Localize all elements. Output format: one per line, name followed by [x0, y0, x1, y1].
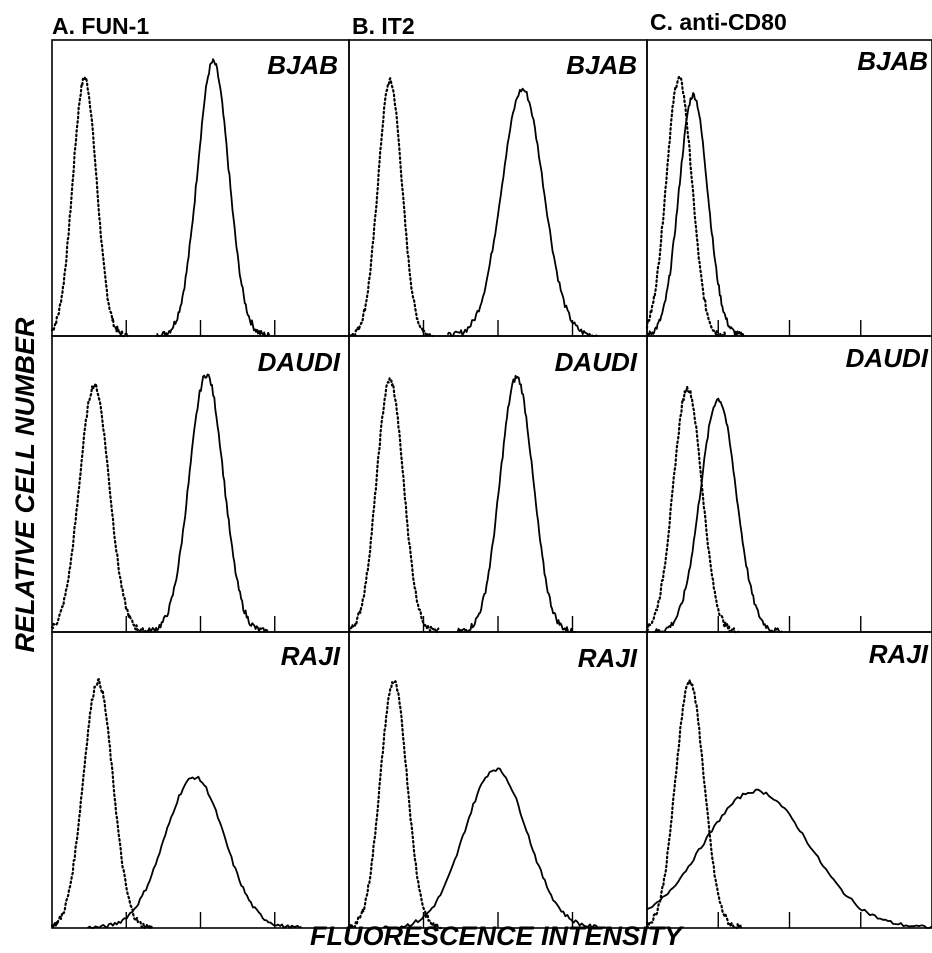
control-histogram [50, 76, 129, 338]
panel-label-daudi-fun1: DAUDI [258, 347, 341, 377]
panel-frame [51, 335, 350, 633]
column-title-it2: B. IT2 [352, 13, 415, 39]
stained-histogram [654, 397, 783, 633]
panel-label-bjab-cd80: BJAB [857, 46, 928, 76]
panel-label-raji-it2: RAJI [578, 643, 638, 673]
stained-histogram [456, 374, 576, 633]
panel-frame [646, 335, 932, 633]
panel-label-raji-cd80: RAJI [869, 639, 929, 669]
stained-histogram [646, 92, 745, 337]
panel-frame [646, 631, 932, 929]
control-histogram [645, 385, 741, 634]
panel-label-raji-fun1: RAJI [281, 641, 341, 671]
control-histogram [645, 678, 743, 930]
control-histogram [50, 677, 153, 930]
control-histogram [50, 382, 149, 634]
control-histogram [645, 75, 727, 338]
y-axis-label: RELATIVE CELL NUMBER [10, 317, 40, 653]
column-title-fun1: A. FUN-1 [52, 13, 149, 39]
panel-label-daudi-cd80: DAUDI [846, 343, 929, 373]
stained-histogram [156, 58, 271, 337]
panel-frame [646, 39, 932, 337]
panel-label-daudi-it2: DAUDI [555, 347, 638, 377]
control-histogram [347, 377, 440, 634]
panel-frame [348, 39, 648, 337]
stained-histogram [382, 767, 609, 929]
panel-frame [348, 631, 648, 929]
panel-label-bjab-it2: BJAB [566, 50, 637, 80]
stained-histogram [144, 373, 269, 633]
panel-label-bjab-fun1: BJAB [267, 50, 338, 80]
stained-histogram [646, 788, 932, 929]
stained-histogram [446, 87, 599, 337]
x-axis-label: FLUORESCENCE INTENSITY [310, 921, 685, 951]
control-histogram [347, 77, 434, 338]
panel-frame [348, 335, 648, 633]
stained-histogram [87, 775, 302, 929]
column-title-anti-cd80: C. anti-CD80 [650, 9, 787, 35]
control-histogram [347, 680, 444, 930]
histogram-panels [50, 39, 932, 930]
